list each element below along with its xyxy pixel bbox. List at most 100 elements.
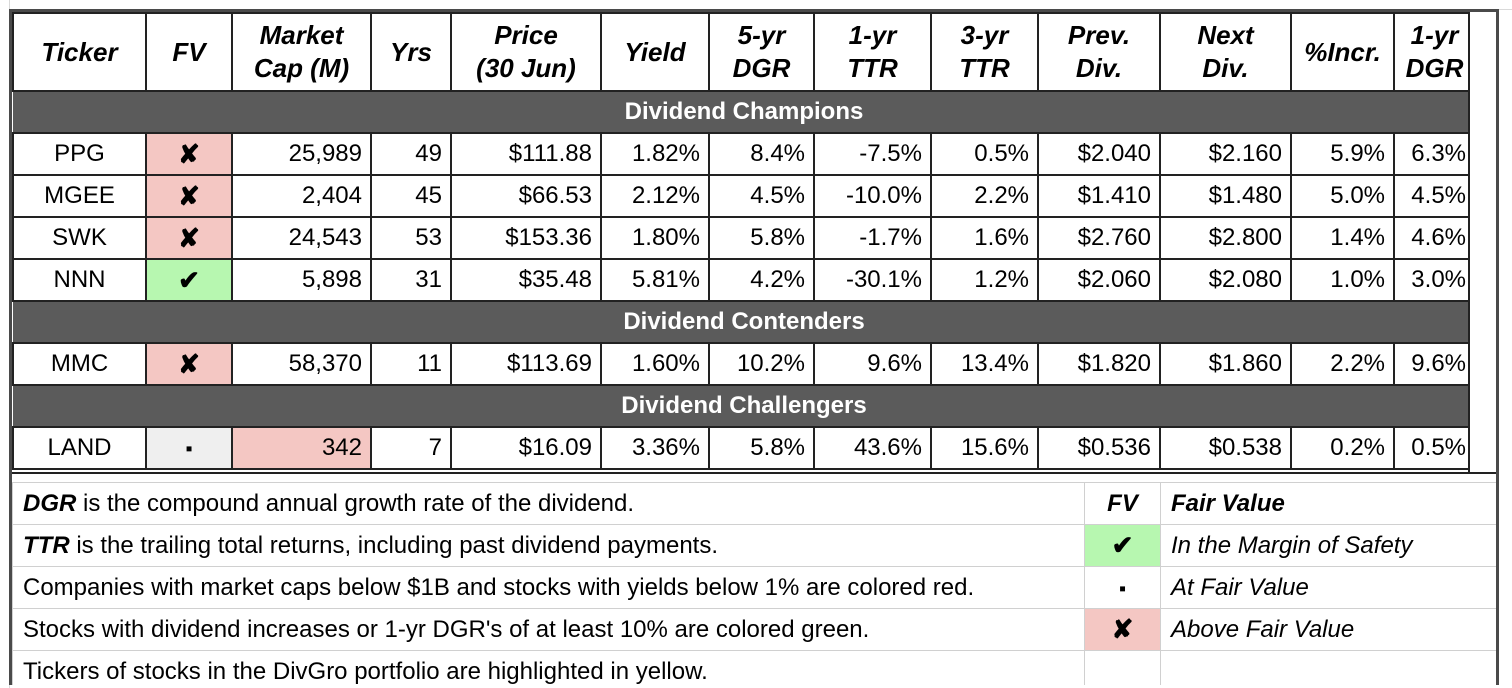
column-header: 3-yr TTR: [930, 12, 1039, 92]
cell-incr: 0.2%: [1290, 426, 1395, 470]
cell-yield: 1.80%: [600, 216, 710, 260]
ticker-cell: SWK: [12, 216, 147, 260]
cell-cap: 5,898: [231, 258, 372, 302]
cell-yield: 2.12%: [600, 174, 710, 218]
cell-cap: 25,989: [231, 132, 372, 176]
cell-dgr1: 6.3%: [1393, 132, 1476, 176]
ticker-cell: MMC: [12, 342, 147, 386]
legend-fv-title: Fair Value: [1160, 482, 1496, 525]
table-row: MMC ✘ 58,370 11 $113.69 1.60% 10.2% 9.6% 13.4% $1…: [12, 342, 1476, 386]
legend-row: DGR is the compound annual growth rate o…: [12, 482, 1496, 525]
legend-row: Companies with market caps below $1B and…: [12, 566, 1496, 609]
cell-dgr5: 5.8%: [708, 426, 815, 470]
cell-ttr1: 9.6%: [813, 342, 932, 386]
cell-incr: 1.4%: [1290, 216, 1395, 260]
cell-yrs: 53: [370, 216, 452, 260]
legend-dgr: DGR is the compound annual growth rate o…: [12, 482, 1085, 525]
cell-yrs: 7: [370, 426, 452, 470]
section-title: Dividend Champions: [13, 90, 1475, 134]
legend-green-rule: Stocks with dividend increases or 1-yr D…: [12, 608, 1085, 651]
cell-incr: 5.0%: [1290, 174, 1395, 218]
cell-dgr1: 9.6%: [1393, 342, 1476, 386]
cell-prev: $0.536: [1037, 426, 1161, 470]
legend-row: Tickers of stocks in the DivGro portfoli…: [12, 650, 1496, 685]
cell-yrs: 45: [370, 174, 452, 218]
cross-icon: ✘: [145, 216, 233, 260]
column-header: 1-yr DGR: [1393, 12, 1476, 92]
cell-price: $153.36: [450, 216, 602, 260]
cell-dgr5: 4.2%: [708, 258, 815, 302]
right-column-edge: [1468, 12, 1496, 472]
ticker-cell: NNN: [12, 258, 147, 302]
cell-ttr1: -7.5%: [813, 132, 932, 176]
cell-dgr5: 10.2%: [708, 342, 815, 386]
cell-dgr5: 8.4%: [708, 132, 815, 176]
table-row: SWK ✘ 24,543 53 $153.36 1.80% 5.8% -1.7% 1.6% $2.…: [12, 216, 1476, 260]
ticker-cell: LAND: [12, 426, 147, 470]
cell-ttr1: -10.0%: [813, 174, 932, 218]
legend-separator: [12, 472, 1496, 484]
legend-row: Stocks with dividend increases or 1-yr D…: [12, 608, 1496, 651]
square-icon: ▪: [1084, 566, 1161, 609]
cross-icon: ✘: [145, 342, 233, 386]
header-row: Ticker FV Market Cap (M) Yrs Price (30 Jun) Y…: [12, 12, 1476, 92]
cell-next: $1.860: [1159, 342, 1292, 386]
cell-incr: 1.0%: [1290, 258, 1395, 302]
legend-yellow-rule: Tickers of stocks in the DivGro portfoli…: [12, 650, 1085, 685]
cell-ttr3: 15.6%: [930, 426, 1039, 470]
cross-icon: ✘: [145, 174, 233, 218]
column-header: Price (30 Jun): [450, 12, 602, 92]
cell-next: $2.160: [1159, 132, 1292, 176]
cell-price: $35.48: [450, 258, 602, 302]
cell-prev: $1.410: [1037, 174, 1161, 218]
cell-dgr1: 3.0%: [1393, 258, 1476, 302]
section-title: Dividend Contenders: [13, 300, 1475, 344]
ticker-cell: MGEE: [12, 174, 147, 218]
cell-yrs: 49: [370, 132, 452, 176]
legend-empty-cell: [1160, 650, 1496, 685]
table-row: MGEE ✘ 2,404 45 $66.53 2.12% 4.5% -10.0% 2.2% $1.…: [12, 174, 1476, 218]
cell-yield: 3.36%: [600, 426, 710, 470]
legend-red-rule: Companies with market caps below $1B and…: [12, 566, 1085, 609]
cell-dgr1: 0.5%: [1393, 426, 1476, 470]
legend-at-fair-value: At Fair Value: [1160, 566, 1496, 609]
section-title: Dividend Challengers: [13, 384, 1475, 428]
ticker-cell: PPG: [12, 132, 147, 176]
cell-prev: $2.040: [1037, 132, 1161, 176]
dividend-table-frame: Ticker FV Market Cap (M) Yrs Price (30 Jun) Y…: [9, 9, 1499, 685]
section-header-row: Dividend Contenders: [13, 300, 1475, 344]
check-icon: ✔: [1084, 524, 1161, 567]
cell-yield: 1.60%: [600, 342, 710, 386]
column-header: Next Div.: [1159, 12, 1292, 92]
column-header: FV: [145, 12, 233, 92]
legend-row: TTR is the trailing total returns, inclu…: [12, 524, 1496, 567]
cell-yrs: 11: [370, 342, 452, 386]
column-header: 1-yr TTR: [813, 12, 932, 92]
square-icon: ▪: [145, 426, 233, 470]
cell-yrs: 31: [370, 258, 452, 302]
table-row: LAND ▪ 342 7 $16.09 3.36% 5.8% 43.6% 15.6% $0.536…: [12, 426, 1476, 470]
cell-yield: 1.82%: [600, 132, 710, 176]
cell-price: $16.09: [450, 426, 602, 470]
column-header: 5-yr DGR: [708, 12, 815, 92]
cell-ttr1: 43.6%: [813, 426, 932, 470]
cell-ttr3: 1.2%: [930, 258, 1039, 302]
cell-yield: 5.81%: [600, 258, 710, 302]
table-row: NNN ✔ 5,898 31 $35.48 5.81% 4.2% -30.1% 1.2% $2.0…: [12, 258, 1476, 302]
cell-next: $2.080: [1159, 258, 1292, 302]
legend-table: DGR is the compound annual growth rate o…: [12, 482, 1496, 685]
cell-cap: 58,370: [231, 342, 372, 386]
cell-next: $0.538: [1159, 426, 1292, 470]
cell-cap: 2,404: [231, 174, 372, 218]
legend-margin-of-safety: In the Margin of Safety: [1160, 524, 1496, 567]
cell-ttr3: 13.4%: [930, 342, 1039, 386]
cell-dgr1: 4.5%: [1393, 174, 1476, 218]
section-header-row: Dividend Champions: [13, 90, 1475, 134]
legend-empty-cell: [1084, 650, 1161, 685]
cell-cap: 24,543: [231, 216, 372, 260]
cell-price: $111.88: [450, 132, 602, 176]
cell-ttr3: 0.5%: [930, 132, 1039, 176]
legend-fv-header: FV: [1084, 482, 1161, 525]
column-header: Market Cap (M): [231, 12, 372, 92]
cell-incr: 2.2%: [1290, 342, 1395, 386]
